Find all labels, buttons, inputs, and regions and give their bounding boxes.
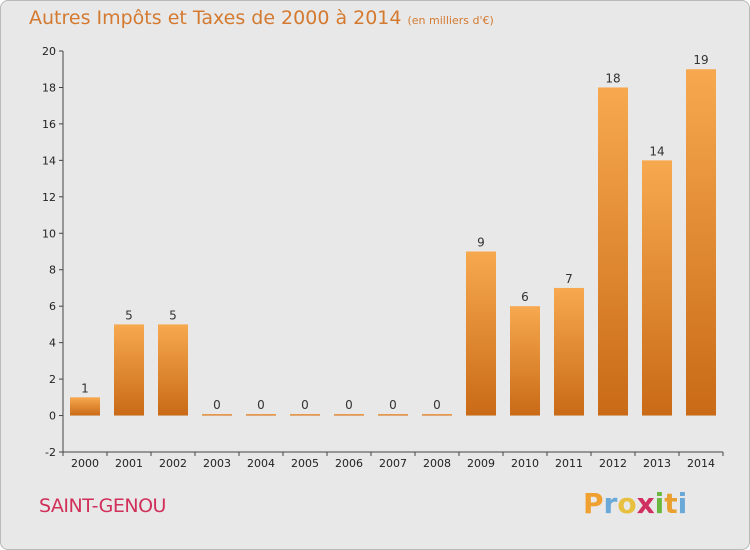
bar [686, 69, 716, 416]
bar [202, 414, 232, 416]
value-label: 9 [477, 236, 485, 250]
y-axis: -2 0 2 4 6 8 10 12 14 16 18 20 [42, 45, 64, 459]
y-tick-label: 0 [49, 410, 56, 423]
bar [598, 87, 628, 416]
y-tick-label: 16 [42, 118, 56, 131]
y-tick-label: -2 [45, 446, 56, 459]
logo-letter: o [617, 487, 637, 520]
value-label: 0 [389, 398, 397, 412]
value-label: 6 [521, 290, 529, 304]
x-tick-label: 2012 [599, 457, 627, 470]
logo-letter: r [603, 487, 618, 520]
bar [246, 414, 276, 416]
x-tick-label: 2013 [643, 457, 671, 470]
value-label: 18 [605, 71, 620, 85]
logo-letter: t [664, 487, 678, 520]
value-label: 0 [213, 398, 221, 412]
x-tick-label: 2003 [203, 457, 231, 470]
x-tick-label: 2010 [511, 457, 539, 470]
x-tick-label: 2004 [247, 457, 275, 470]
value-label: 7 [565, 272, 573, 286]
y-tick-label: 4 [49, 337, 56, 350]
bar [290, 414, 320, 416]
value-label: 0 [345, 398, 353, 412]
bar [510, 306, 540, 416]
y-tick-label: 2 [49, 373, 56, 386]
y-tick-label: 20 [42, 45, 56, 58]
logo-letter: P [583, 487, 604, 520]
proxiti-logo[interactable]: Proxiti [583, 487, 687, 520]
unit-label: (en milliers d'€) [407, 14, 494, 27]
x-tick-label: 2014 [687, 457, 715, 470]
value-label: 1 [81, 381, 89, 395]
value-label: 0 [301, 398, 309, 412]
x-tick-label: 2000 [71, 457, 99, 470]
bar [334, 414, 364, 416]
x-tick-label: 2008 [423, 457, 451, 470]
bar [158, 324, 188, 416]
x-tick-label: 2009 [467, 457, 495, 470]
x-tick-label: 2002 [159, 457, 187, 470]
value-label: 0 [433, 398, 441, 412]
x-tick-label: 2001 [115, 457, 143, 470]
commune-name: SAINT-GENOU [39, 495, 166, 517]
x-tick-label: 2007 [379, 457, 407, 470]
value-label: 5 [169, 308, 177, 322]
value-label: 19 [693, 53, 708, 67]
x-tick-label: 2006 [335, 457, 363, 470]
value-label: 5 [125, 308, 133, 322]
chart-title: Autres Impôts et Taxes de 2000 à 2014 (en… [29, 7, 494, 29]
y-tick-label: 18 [42, 81, 56, 94]
logo-letter: x [636, 487, 655, 520]
y-tick-label: 6 [49, 300, 56, 313]
bar [554, 287, 584, 416]
value-labels: 1 5 5 0 0 0 0 0 0 9 6 7 18 14 19 [81, 53, 708, 412]
bar [642, 160, 672, 416]
value-label: 14 [649, 144, 664, 158]
bar [378, 414, 408, 416]
x-tick-label: 2011 [555, 457, 583, 470]
bar [466, 251, 496, 416]
bar [70, 397, 100, 416]
x-tick-label: 2005 [291, 457, 319, 470]
logo-letter: i [677, 487, 688, 520]
y-tick-label: 12 [42, 191, 56, 204]
title-text: Autres Impôts et Taxes de 2000 à 2014 [29, 7, 402, 29]
x-axis: 2000 2001 2002 2003 2004 2005 2006 2007 2008 2009… [62, 451, 724, 470]
y-tick-label: 10 [42, 227, 56, 240]
logo-letter: i [654, 487, 665, 520]
y-tick-label: 14 [42, 154, 56, 167]
value-label: 0 [257, 398, 265, 412]
bar [422, 414, 452, 416]
bars [70, 69, 716, 416]
bar [114, 324, 144, 416]
y-tick-label: 8 [49, 264, 56, 277]
